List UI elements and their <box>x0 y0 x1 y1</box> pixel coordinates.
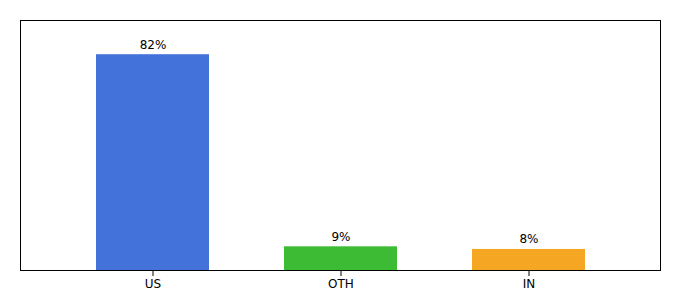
svg-text:OTH: OTH <box>328 277 354 291</box>
svg-text:US: US <box>145 277 161 291</box>
svg-text:9%: 9% <box>331 230 350 244</box>
svg-text:82%: 82% <box>140 38 167 52</box>
svg-text:8%: 8% <box>519 232 538 246</box>
svg-text:IN: IN <box>523 277 536 291</box>
